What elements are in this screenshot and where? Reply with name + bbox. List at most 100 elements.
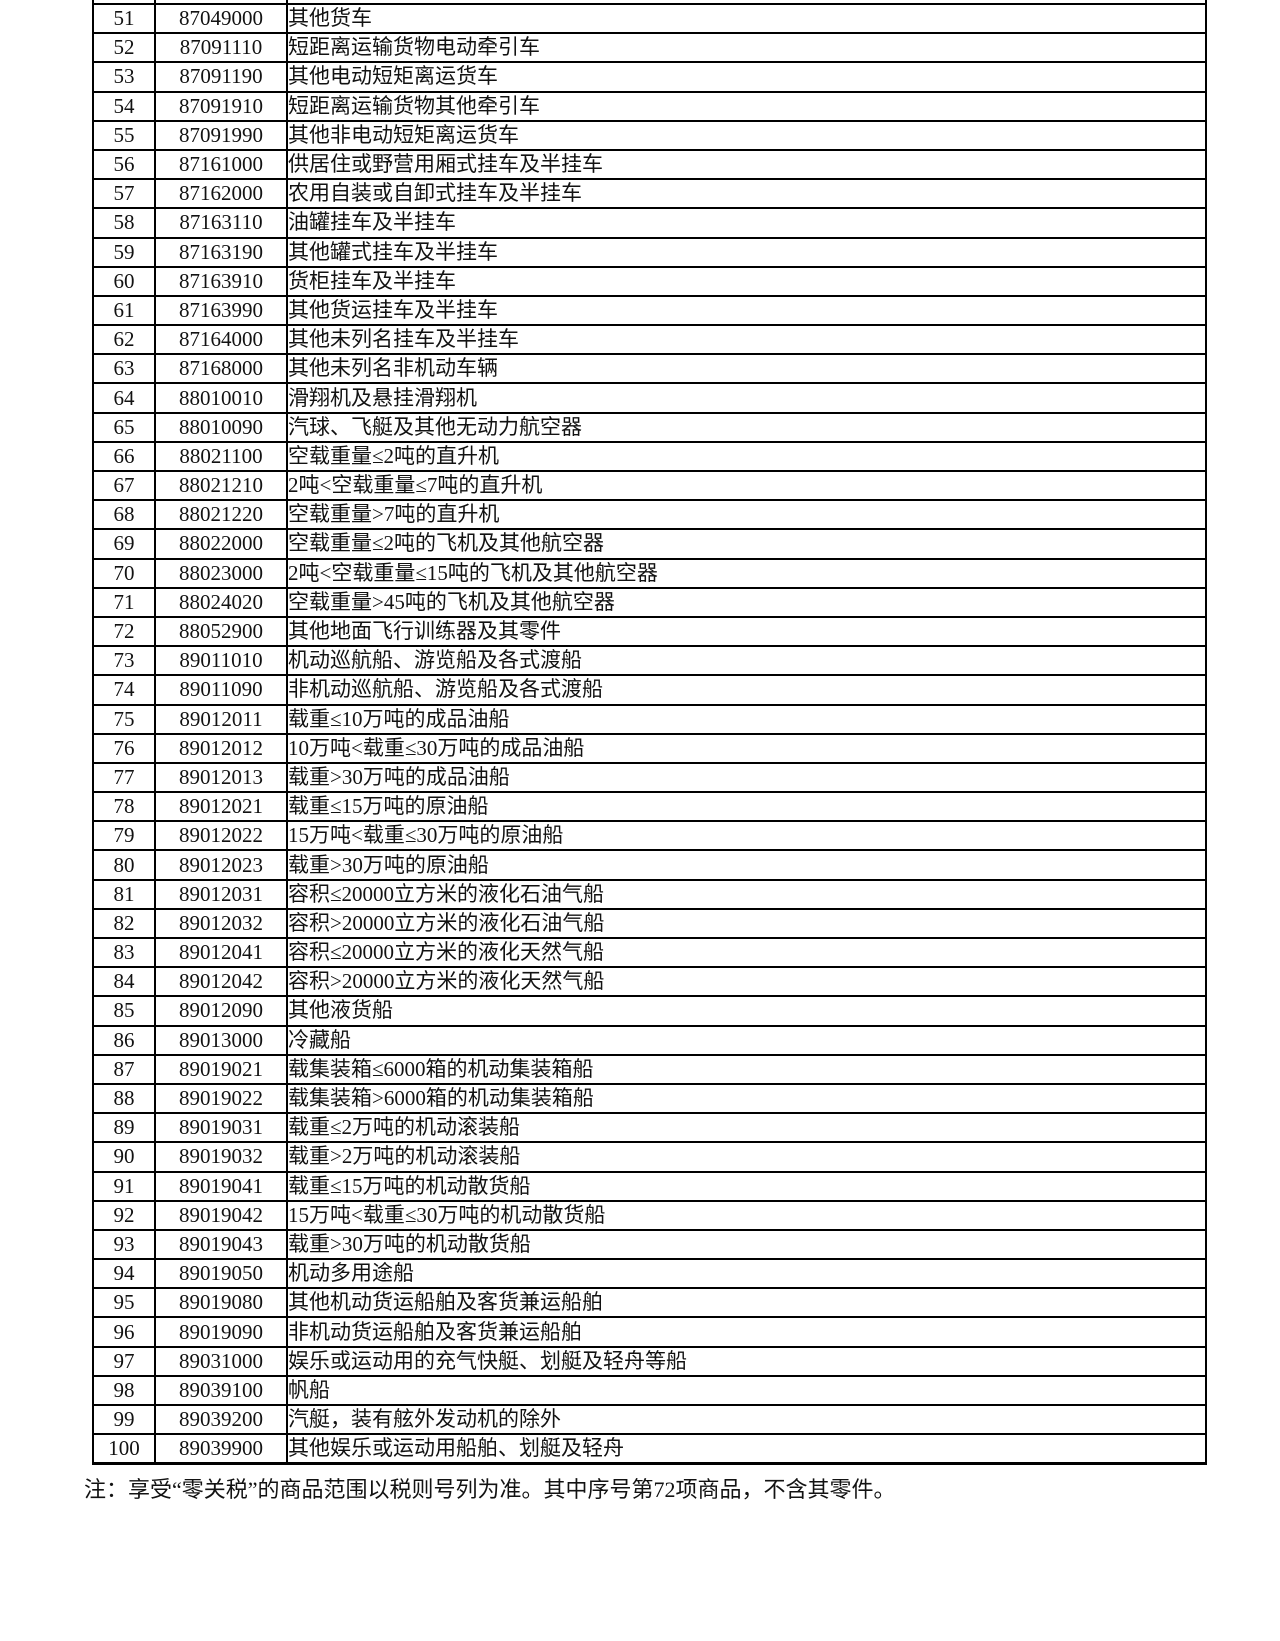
serial-number-cell: 72	[92, 615, 156, 648]
hs-code-cell: 88052900	[154, 615, 288, 648]
commodity-description-cell: 短距离运输货物电动牵引车	[286, 32, 1207, 64]
commodity-description-cell: 容积≤20000立方米的液化石油气船	[286, 878, 1207, 910]
table-row: 86 89013000 冷藏船	[92, 1024, 1207, 1056]
serial-number-cell: 71	[92, 586, 156, 618]
table-row: 61 87163990 其他货运挂车及半挂车	[92, 294, 1207, 327]
serial-number-cell: 83	[92, 936, 156, 969]
commodity-description-cell: 短距离运输货物其他牵引车	[286, 90, 1207, 122]
table-row: 88 89019022 载集装箱>6000箱的机动集装箱船	[92, 1082, 1207, 1115]
commodity-description-cell: 汽球、飞艇及其他无动力航空器	[286, 411, 1207, 443]
table-row: 73 89011010 机动巡航船、游览船及各式渡船	[92, 645, 1207, 677]
commodity-description-cell: 其他非电动短矩离运货车	[286, 119, 1207, 151]
table-row: 95 89019080 其他机动货运船舶及客货兼运船舶	[92, 1287, 1207, 1319]
commodity-description-cell: 油罐挂车及半挂车	[286, 207, 1207, 239]
table-row: 93 89019043 载重>30万吨的机动散货船	[92, 1228, 1207, 1261]
hs-code-cell: 89012032	[154, 907, 288, 940]
hs-code-cell: 89012042	[154, 966, 288, 998]
commodity-description-cell: 2吨<空载重量≤15吨的飞机及其他航空器	[286, 557, 1207, 589]
commodity-description-cell: 载重>2万吨的机动滚装船	[286, 1141, 1207, 1173]
hs-code-cell: 89039200	[154, 1403, 288, 1436]
hs-code-cell: 87091190	[154, 61, 288, 93]
serial-number-cell: 56	[92, 148, 156, 181]
hs-code-cell: 89019050	[154, 1258, 288, 1290]
serial-number-cell: 98	[92, 1374, 156, 1407]
serial-number-cell: 85	[92, 995, 156, 1027]
hs-code-cell: 87091110	[154, 32, 288, 64]
table-row: 68 88021220 空载重量>7吨的直升机	[92, 499, 1207, 531]
commodity-description-cell: 空载重量>7吨的直升机	[286, 499, 1207, 531]
commodity-description-cell: 其他液货船	[286, 995, 1207, 1027]
serial-number-cell: 74	[92, 674, 156, 706]
hs-code-cell: 89019080	[154, 1287, 288, 1319]
hs-code-cell: 89012021	[154, 791, 288, 823]
table-row: 65 88010090 汽球、飞艇及其他无动力航空器	[92, 411, 1207, 443]
commodity-description-cell: 载重>30万吨的原油船	[286, 849, 1207, 881]
table-row: 55 87091990 其他非电动短矩离运货车	[92, 119, 1207, 151]
commodity-description-cell: 帆船	[286, 1374, 1207, 1407]
hs-code-cell: 89013000	[154, 1024, 288, 1056]
table-row: 83 89012041 容积≤20000立方米的液化天然气船	[92, 936, 1207, 969]
commodity-description-cell: 载重≤10万吨的成品油船	[286, 703, 1207, 735]
hs-code-cell: 87164000	[154, 324, 288, 356]
hs-code-cell: 89019021	[154, 1053, 288, 1085]
hs-code-cell: 87163190	[154, 236, 288, 268]
partial-cell	[286, 0, 1207, 5]
serial-number-cell: 77	[92, 761, 156, 794]
serial-number-cell: 52	[92, 32, 156, 64]
hs-code-cell: 87163110	[154, 207, 288, 239]
serial-number-cell: 68	[92, 499, 156, 531]
serial-number-cell: 61	[92, 294, 156, 327]
table-row: 84 89012042 容积>20000立方米的液化天然气船	[92, 966, 1207, 998]
serial-number-cell: 81	[92, 878, 156, 910]
serial-number-cell: 87	[92, 1053, 156, 1085]
hs-code-cell: 89012023	[154, 849, 288, 881]
tariff-table: 51 87049000 其他货车 52 87091110 短距离运输货物电动牵引…	[92, 0, 1207, 1466]
commodity-description-cell: 其他未列名非机动车辆	[286, 353, 1207, 385]
table-row: 63 87168000 其他未列名非机动车辆	[92, 353, 1207, 385]
table-row: 58 87163110 油罐挂车及半挂车	[92, 207, 1207, 239]
commodity-description-cell: 其他地面飞行训练器及其零件	[286, 615, 1207, 648]
table-row: 69 88022000 空载重量≤2吨的飞机及其他航空器	[92, 528, 1207, 560]
serial-number-cell: 66	[92, 440, 156, 473]
commodity-description-cell: 15万吨<载重≤30万吨的原油船	[286, 820, 1207, 852]
table-row: 92 89019042 15万吨<载重≤30万吨的机动散货船	[92, 1199, 1207, 1231]
commodity-description-cell: 其他电动短矩离运货车	[286, 61, 1207, 93]
hs-code-cell: 89012090	[154, 995, 288, 1027]
commodity-description-cell: 容积>20000立方米的液化天然气船	[286, 966, 1207, 998]
serial-number-cell: 51	[92, 2, 156, 35]
serial-number-cell: 93	[92, 1228, 156, 1261]
commodity-description-cell: 其他货运挂车及半挂车	[286, 294, 1207, 327]
serial-number-cell: 76	[92, 732, 156, 764]
serial-number-cell: 64	[92, 382, 156, 414]
commodity-description-cell: 空载重量>45吨的飞机及其他航空器	[286, 586, 1207, 618]
serial-number-cell: 65	[92, 411, 156, 443]
table-row: 62 87164000 其他未列名挂车及半挂车	[92, 324, 1207, 356]
commodity-description-cell: 农用自装或自卸式挂车及半挂车	[286, 178, 1207, 210]
commodity-description-cell: 载集装箱≤6000箱的机动集装箱船	[286, 1053, 1207, 1085]
partial-cell	[154, 0, 288, 5]
serial-number-cell: 80	[92, 849, 156, 881]
serial-number-cell: 99	[92, 1403, 156, 1436]
table-row-partial-top	[92, 0, 1207, 5]
commodity-description-cell: 其他罐式挂车及半挂车	[286, 236, 1207, 268]
table-row: 82 89012032 容积>20000立方米的液化石油气船	[92, 907, 1207, 940]
hs-code-cell: 89019042	[154, 1199, 288, 1231]
serial-number-cell: 95	[92, 1287, 156, 1319]
table-row: 100 89039900 其他娱乐或运动用船舶、划艇及轻舟	[92, 1433, 1207, 1465]
commodity-description-cell: 汽艇，装有舷外发动机的除外	[286, 1403, 1207, 1436]
hs-code-cell: 87168000	[154, 353, 288, 385]
commodity-description-cell: 2吨<空载重量≤7吨的直升机	[286, 469, 1207, 502]
commodity-description-cell: 冷藏船	[286, 1024, 1207, 1056]
commodity-description-cell: 滑翔机及悬挂滑翔机	[286, 382, 1207, 414]
serial-number-cell: 73	[92, 645, 156, 677]
commodity-description-cell: 非机动巡航船、游览船及各式渡船	[286, 674, 1207, 706]
hs-code-cell: 87163990	[154, 294, 288, 327]
hs-code-cell: 88021210	[154, 469, 288, 502]
hs-code-cell: 87163910	[154, 265, 288, 297]
serial-number-cell: 70	[92, 557, 156, 589]
commodity-description-cell: 非机动货运船舶及客货兼运船舶	[286, 1316, 1207, 1348]
table-row: 98 89039100 帆船	[92, 1374, 1207, 1407]
serial-number-cell: 82	[92, 907, 156, 940]
hs-code-cell: 89011010	[154, 645, 288, 677]
